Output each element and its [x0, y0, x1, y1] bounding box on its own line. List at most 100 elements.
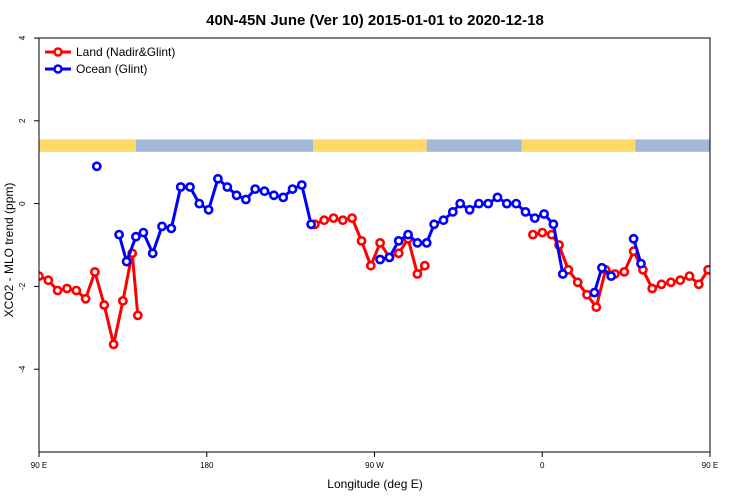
land-ocean-band [39, 139, 710, 152]
data-point [250, 184, 261, 194]
data-point [118, 295, 128, 306]
chart-title: 40N-45N June (Ver 10) 2015-01-01 to 2020… [206, 12, 544, 29]
x-tick-label: 90 E [31, 461, 47, 470]
data-point [473, 198, 484, 209]
band-segment-ocean [635, 139, 710, 152]
data-point [175, 182, 186, 192]
data-point [597, 262, 607, 273]
data-point [464, 204, 475, 215]
data-point [132, 310, 143, 321]
y-tick-label: 0 [18, 201, 27, 206]
data-point [591, 302, 602, 312]
data-point [548, 219, 559, 230]
data-point [628, 233, 639, 244]
data-point [589, 287, 600, 298]
data-point [71, 285, 82, 296]
data-point [375, 254, 385, 265]
data-point [212, 173, 223, 184]
data-point [268, 190, 279, 201]
data-point [99, 300, 110, 310]
legend-label-ocean: Ocean (Glint) [76, 62, 147, 76]
legend-item-ocean: Ocean (Glint) [45, 62, 147, 76]
y-tick-label: -4 [18, 365, 27, 373]
data-point [403, 229, 413, 240]
y-axis-label: XCO2 - MLO trend (ppm) [2, 183, 16, 318]
band-segment-ocean [135, 139, 313, 152]
data-point [384, 252, 395, 263]
data-point [319, 215, 330, 226]
data-point [90, 266, 100, 277]
data-point [91, 161, 102, 172]
data-point [693, 279, 704, 290]
data-point [108, 339, 119, 350]
data-point [606, 271, 617, 281]
data-point [375, 237, 385, 248]
data-point [656, 279, 667, 290]
data-point [166, 223, 177, 234]
data-point [337, 215, 348, 226]
legend-label-land: Land (Nadir&Glint) [76, 45, 175, 59]
data-point [203, 204, 214, 215]
data-point [157, 221, 167, 232]
x-tick-label: 90 W [365, 461, 384, 470]
data-point [278, 192, 289, 203]
legend-marker-ocean [53, 64, 63, 74]
data-point [539, 209, 549, 219]
legend-item-land: Land (Nadir&Glint) [45, 45, 175, 59]
data-point [185, 182, 195, 192]
data-point [447, 206, 458, 217]
x-tick-label: 180 [200, 461, 214, 470]
data-point [520, 206, 531, 217]
data-point [138, 227, 149, 238]
data-point [557, 269, 568, 279]
data-point [306, 219, 316, 230]
data-point [419, 260, 430, 271]
series-ocean [91, 161, 646, 298]
data-point [675, 275, 686, 286]
data-point [231, 190, 242, 201]
data-point [52, 285, 63, 296]
data-point [429, 219, 439, 230]
band-segment-land [312, 139, 427, 152]
data-point [393, 235, 404, 246]
x-tick-label: 0 [540, 461, 545, 470]
data-point [684, 271, 695, 281]
y-tick-label: 4 [18, 35, 27, 40]
data-point [636, 258, 646, 269]
data-point [528, 229, 538, 240]
data-point [501, 198, 512, 209]
data-point [365, 260, 376, 271]
data-point [511, 198, 522, 209]
band-segment-ocean [426, 139, 522, 152]
legend: Land (Nadir&Glint) Ocean (Glint) [45, 45, 175, 76]
plot-frame [38, 37, 711, 453]
data-point [703, 264, 710, 275]
data-point [537, 227, 548, 238]
data-point [421, 237, 432, 248]
axes: 90 E 180 90 W 0 90 E -4 -2 0 2 4 [18, 35, 718, 470]
legend-marker-land [53, 47, 63, 57]
series-layer [39, 161, 710, 350]
data-point [194, 198, 205, 209]
data-point [347, 213, 357, 223]
data-point [328, 213, 339, 223]
data-point [222, 182, 233, 192]
data-point [393, 248, 404, 259]
data-point [62, 283, 72, 294]
x-tick-label: 90 E [702, 461, 718, 470]
data-point [666, 277, 676, 288]
data-point [492, 192, 503, 203]
data-point [356, 235, 367, 246]
data-point [147, 248, 158, 259]
y-tick-label: 2 [18, 118, 27, 123]
data-point [130, 231, 141, 242]
data-point [240, 194, 251, 205]
data-point [412, 269, 423, 279]
data-point [287, 184, 298, 194]
data-point [572, 277, 583, 288]
data-point [121, 256, 132, 267]
band-segment-land [521, 139, 636, 152]
y-tick-label: -2 [18, 282, 27, 290]
data-point [80, 293, 91, 304]
